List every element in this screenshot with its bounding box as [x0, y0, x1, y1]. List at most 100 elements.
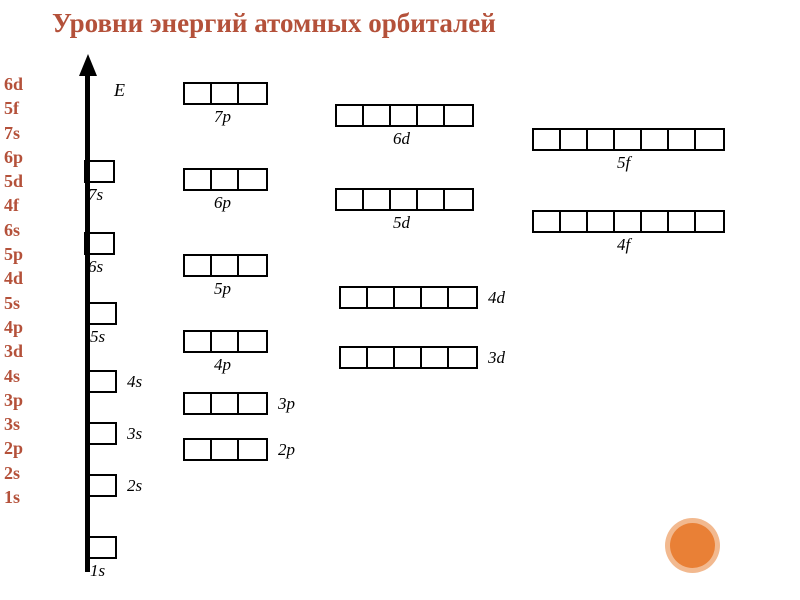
orbital-4d: 4d	[339, 286, 478, 309]
orbital-cell	[185, 440, 212, 459]
accent-circle	[670, 523, 715, 568]
orbital-cell	[669, 212, 696, 231]
orbital-label: 5s	[90, 327, 105, 347]
orbital-6p: 6p	[183, 168, 268, 191]
sequence-item: 5s	[4, 291, 23, 315]
orbital-label: 5f	[617, 153, 630, 173]
orbital-cell	[86, 234, 113, 253]
orbital-5s: 5s	[86, 302, 117, 325]
orbital-label: 6p	[214, 193, 231, 213]
orbital-cell	[561, 130, 588, 149]
orbital-cell	[185, 394, 212, 413]
orbital-7s: 7s	[84, 160, 115, 183]
sequence-item: 4d	[4, 266, 23, 290]
orbital-cell	[364, 190, 391, 209]
orbital-6s: 6s	[84, 232, 115, 255]
orbital-cell	[615, 212, 642, 231]
orbital-label: 1s	[90, 561, 105, 581]
orbital-cell	[185, 332, 212, 351]
orbital-cell	[239, 440, 266, 459]
orbital-cell	[239, 394, 266, 413]
orbital-boxes	[84, 160, 115, 183]
orbital-cell	[696, 212, 723, 231]
orbital-5p: 5p	[183, 254, 268, 277]
orbital-boxes	[335, 104, 474, 127]
orbital-sequence-list: 6d5f7s6p5d4f6s5p4d5s4p3d4s3p3s2p2s1s	[4, 72, 23, 509]
sequence-item: 3d	[4, 339, 23, 363]
orbital-boxes	[183, 438, 268, 461]
orbital-cell	[88, 424, 115, 443]
sequence-item: 1s	[4, 485, 23, 509]
energy-arrowhead	[79, 54, 97, 76]
orbital-boxes	[86, 474, 117, 497]
orbital-cell	[239, 84, 266, 103]
orbital-cell	[588, 212, 615, 231]
orbital-boxes	[532, 128, 725, 151]
orbital-cell	[212, 394, 239, 413]
orbital-7p: 7p	[183, 82, 268, 105]
sequence-item: 5p	[4, 242, 23, 266]
sequence-item: 3s	[4, 412, 23, 436]
orbital-cell	[669, 130, 696, 149]
orbital-label: 7s	[88, 185, 103, 205]
orbital-label: 4s	[127, 372, 142, 392]
sequence-item: 2s	[4, 461, 23, 485]
orbital-1s: 1s	[86, 536, 117, 559]
orbital-cell	[212, 332, 239, 351]
sequence-item: 6s	[4, 218, 23, 242]
orbital-cell	[422, 348, 449, 367]
orbital-boxes	[84, 232, 115, 255]
orbital-cell	[239, 170, 266, 189]
orbital-cell	[368, 348, 395, 367]
orbital-cell	[239, 332, 266, 351]
sequence-item: 6p	[4, 145, 23, 169]
orbital-boxes	[183, 392, 268, 415]
orbital-cell	[239, 256, 266, 275]
sequence-item: 4f	[4, 193, 23, 217]
orbital-4f: 4f	[532, 210, 725, 233]
orbital-cell	[418, 190, 445, 209]
sequence-item: 7s	[4, 121, 23, 145]
orbital-boxes	[86, 422, 117, 445]
orbital-boxes	[86, 536, 117, 559]
orbital-cell	[185, 84, 212, 103]
orbital-label: 4f	[617, 235, 630, 255]
orbital-cell	[212, 440, 239, 459]
sequence-item: 3p	[4, 388, 23, 412]
sequence-item: 4p	[4, 315, 23, 339]
orbital-boxes	[532, 210, 725, 233]
orbital-cell	[449, 288, 476, 307]
orbital-4p: 4p	[183, 330, 268, 353]
sequence-item: 4s	[4, 364, 23, 388]
sequence-item: 6d	[4, 72, 23, 96]
orbital-cell	[364, 106, 391, 125]
orbital-cell	[88, 372, 115, 391]
orbital-label: 4p	[214, 355, 231, 375]
orbital-cell	[534, 212, 561, 231]
orbital-cell	[212, 84, 239, 103]
orbital-cell	[212, 170, 239, 189]
orbital-cell	[212, 256, 239, 275]
orbital-cell	[445, 190, 472, 209]
orbital-boxes	[183, 82, 268, 105]
orbital-cell	[561, 212, 588, 231]
orbital-5d: 5d	[335, 188, 474, 211]
orbital-label: 3s	[127, 424, 142, 444]
orbital-cell	[337, 190, 364, 209]
orbital-cell	[88, 538, 115, 557]
orbital-cell	[341, 348, 368, 367]
orbital-cell	[445, 106, 472, 125]
orbital-label: 6d	[393, 129, 410, 149]
orbital-6d: 6d	[335, 104, 474, 127]
orbital-cell	[395, 288, 422, 307]
orbital-label: 5p	[214, 279, 231, 299]
orbital-cell	[449, 348, 476, 367]
orbital-cell	[86, 162, 113, 181]
orbital-3d: 3d	[339, 346, 478, 369]
orbital-cell	[534, 130, 561, 149]
orbital-boxes	[183, 168, 268, 191]
orbital-label: 4d	[488, 288, 505, 308]
orbital-label: 6s	[88, 257, 103, 277]
orbital-label: 7p	[214, 107, 231, 127]
orbital-3s: 3s	[86, 422, 117, 445]
